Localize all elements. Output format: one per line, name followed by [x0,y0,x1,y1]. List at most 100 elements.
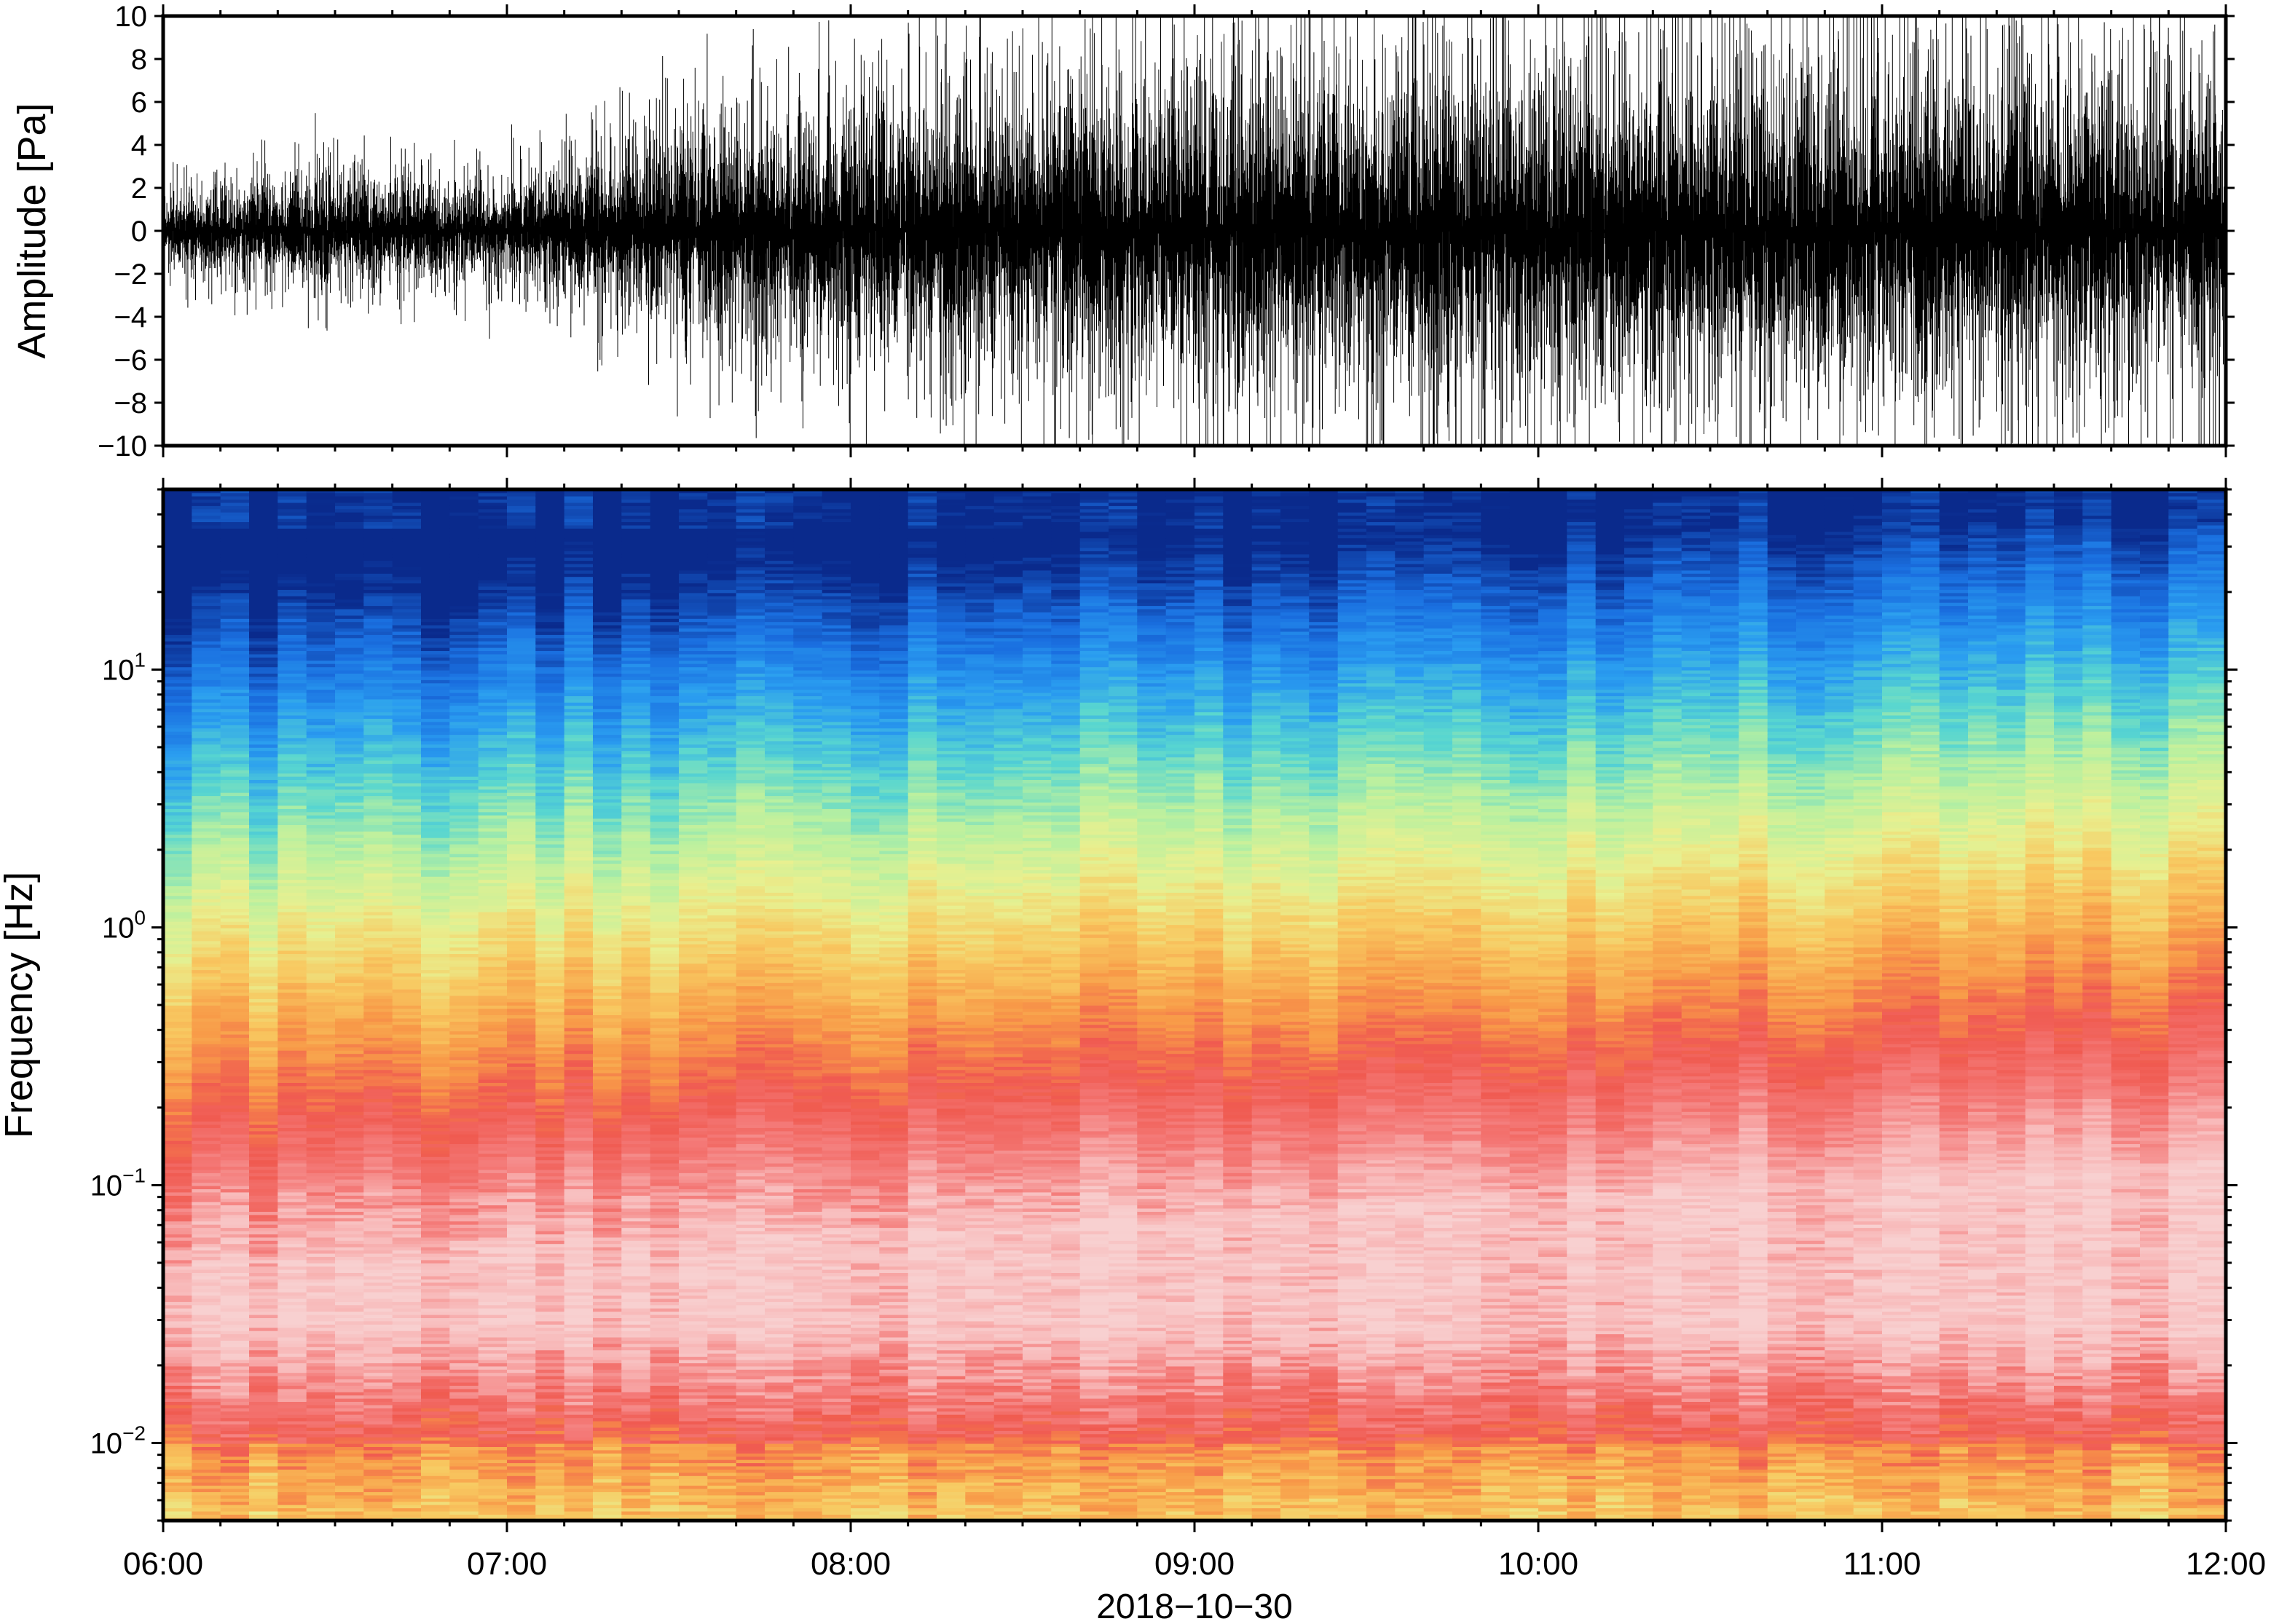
spectrogram-cell [507,1134,537,1138]
spectrogram-cell [478,682,508,687]
spectrogram-cell [220,1211,250,1215]
spectrogram-cell [278,795,307,800]
spectrogram-cell [163,692,193,696]
spectrogram-cell [192,1030,221,1035]
spectrogram-cell [306,1092,336,1096]
spectrogram-cell [535,950,565,954]
spectrogram-cell [192,805,221,809]
spectrogram-cell [335,1085,365,1089]
spectrogram-cell [249,1189,279,1193]
spectrogram-cell [564,737,594,741]
spectrogram-cell [535,1150,565,1154]
spectrogram-cell [163,569,193,574]
spectrogram-cell [192,763,221,768]
spectrogram-cell [392,1201,422,1206]
spectrogram-cell [306,682,336,687]
spectrogram-cell [306,805,336,809]
spectrogram-cell [278,1076,307,1080]
spectrogram-cell [535,818,565,822]
spectrogram-cell [163,741,193,745]
spectrogram-cell [249,824,279,829]
spectrogram-cell [335,960,365,964]
spectrogram-cell [249,531,279,535]
spectrogram-cell [220,602,250,607]
spectrogram-cell [249,1211,279,1215]
spectrogram-cell [278,741,307,745]
spectrogram-cell [421,1105,451,1109]
spectrogram-cell [306,770,336,774]
spectrogram-cell [220,515,250,519]
spectrogram-cell [306,795,336,800]
spectrogram-cell [449,911,479,915]
spectrogram-cell [363,576,393,580]
spectrogram-cell [507,1218,537,1222]
spectrogram-cell [163,1146,193,1151]
spectrogram-cell [392,1369,422,1373]
spectrogram-cell [306,1056,336,1060]
spectrogram-cell [392,1162,422,1167]
spectrogram-cell [220,1269,250,1273]
spectrogram-cell [220,1408,250,1412]
spectrogram-cell [535,834,565,838]
spectrogram-cell [220,1266,250,1270]
spectrogram-cell [392,650,422,655]
spectrogram-cell [363,1033,393,1038]
spectrogram-cell [220,872,250,877]
spectrogram-cell [192,1250,221,1254]
spectrogram-cell [163,1014,193,1019]
spectrogram-cell [220,1359,250,1363]
spectrogram-cell [249,747,279,752]
spectrogram-cell [192,1021,221,1025]
spectrogram-cell [249,1166,279,1170]
spectrogram-cell [507,1420,537,1424]
spectrogram-cell [478,1105,508,1109]
spectrogram-cell [449,927,479,931]
spectrogram-cell [421,1359,451,1363]
spectrogram-cell [421,937,451,942]
spectrogram-cell [363,1050,393,1055]
spectrogram-cell [306,792,336,797]
spectrogram-cell [249,1469,279,1473]
spectrogram-cell [564,586,594,590]
spectrogram-cell [449,741,479,745]
spectrogram-cell [306,666,336,671]
spectrogram-cell [335,1191,365,1196]
spectrogram-cell [335,824,365,829]
spectrogram-cell [564,760,594,764]
spectrogram-cell [249,870,279,874]
spectrogram-cell [192,1017,221,1022]
spectrogram-cell [449,866,479,870]
spectrogram-cell [535,1105,565,1109]
spectrogram-cell [306,1201,336,1206]
spectrogram-cell [249,569,279,574]
spectrogram-cell [335,805,365,809]
spectrogram-cell [335,1169,365,1173]
spectrogram-cell [478,1098,508,1103]
spectrogram-cell [220,879,250,883]
spectrogram-cell [249,579,279,584]
spectrogram-cell [220,911,250,915]
spectrogram-cell [535,953,565,958]
spectrogram-cell [535,1259,565,1264]
spectrogram-cell [421,988,451,993]
spectrogram-cell [249,1223,279,1229]
spectrogram-cell [192,1314,221,1318]
spectrogram-cell [249,605,279,610]
spectrogram-cell [306,737,336,741]
spectrogram-cell [535,776,565,780]
spectrogram-cell [249,1162,279,1167]
spectrogram-cell [564,805,594,809]
spectrogram-cell [564,811,594,816]
spectrogram-cell [306,1044,336,1048]
spectrogram-cell [335,902,365,906]
spectrogram-cell [507,859,537,864]
spectrogram-cell [421,786,451,790]
spectrogram-cell [220,612,250,616]
spectrogram-cell [163,1237,193,1241]
spectrogram-cell [220,1488,250,1492]
spectrogram-cell [220,1301,250,1306]
spectrogram-cell [564,837,594,842]
spectrogram-cell [163,1443,193,1447]
spectrogram-cell [421,940,451,945]
spectrogram-cell [507,528,537,532]
